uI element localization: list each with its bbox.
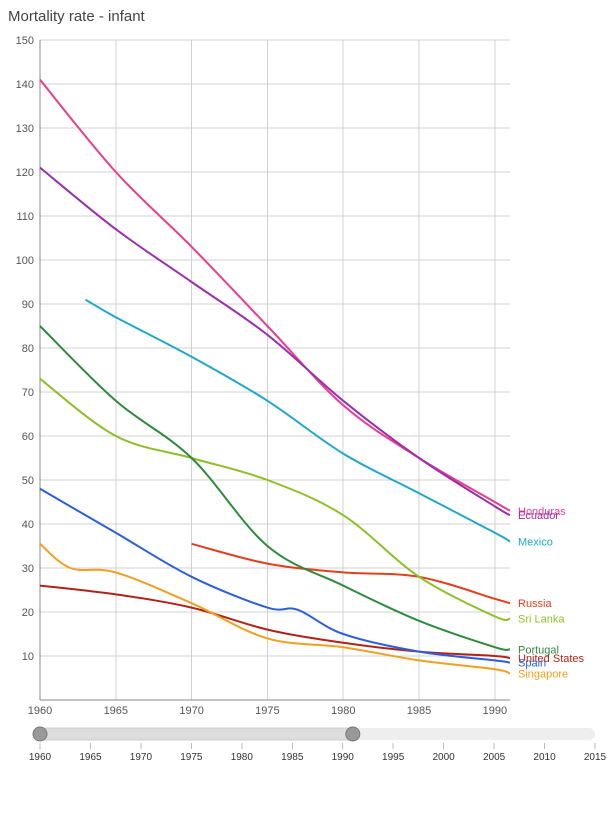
- series-label: Russia: [518, 598, 553, 610]
- y-tick-label: 50: [22, 475, 34, 487]
- timeline-tick-label: 1985: [281, 752, 304, 763]
- series-portugal: [40, 326, 510, 650]
- series-label: Singapore: [518, 669, 568, 681]
- timeline-tick-label: 2005: [483, 752, 506, 763]
- y-tick-label: 20: [22, 607, 34, 619]
- y-tick-label: 150: [16, 35, 34, 47]
- x-tick-label: 1965: [104, 705, 128, 717]
- series-mexico: [85, 300, 510, 542]
- y-tick-label: 120: [16, 167, 34, 179]
- y-tick-label: 10: [22, 651, 34, 663]
- y-tick-label: 70: [22, 387, 34, 399]
- timeline-handle-end[interactable]: [346, 727, 360, 741]
- timeline-tick-label: 2015: [584, 752, 607, 763]
- y-tick-label: 30: [22, 563, 34, 575]
- timeline-handle-start[interactable]: [33, 727, 47, 741]
- y-tick-label: 60: [22, 431, 34, 443]
- series-spain: [40, 489, 510, 663]
- series-united-states: [40, 586, 510, 659]
- y-tick-label: 80: [22, 343, 34, 355]
- timeline-tick-label: 1975: [180, 752, 203, 763]
- x-tick-label: 1980: [331, 705, 355, 717]
- series-ecuador: [40, 168, 510, 516]
- y-tick-label: 40: [22, 519, 34, 531]
- page-title: Mortality rate - infant: [8, 8, 145, 25]
- chart-svg: 10 20 30 40 50 60 70 80 90 100 110 120 130 140 150 1960…: [0, 0, 613, 814]
- series-russia: [192, 544, 510, 603]
- y-tick-label: 110: [16, 211, 34, 223]
- timeline-tick-label: 1965: [79, 752, 102, 763]
- timeline-tick-label: 1960: [29, 752, 52, 763]
- timeline-tick-label: 2000: [433, 752, 456, 763]
- series-honduras: [40, 80, 510, 511]
- timeline-tick-label: 1990: [332, 752, 355, 763]
- series-label: Ecuador: [518, 510, 559, 522]
- y-tick-label: 90: [22, 299, 34, 311]
- x-tick-label: 1970: [179, 705, 203, 717]
- y-tick-label: 140: [16, 79, 34, 91]
- timeline-tick-label: 1995: [382, 752, 405, 763]
- y-tick-label: 130: [16, 123, 34, 135]
- series-label: Sri Lanka: [518, 614, 565, 626]
- x-tick-label: 1960: [28, 705, 52, 717]
- timeline-tick-label: 1970: [130, 752, 153, 763]
- series-label: Mexico: [518, 537, 553, 549]
- x-tick-label: 1990: [483, 705, 507, 717]
- x-tick-label: 1985: [407, 705, 431, 717]
- timeline-tick-label: 1980: [231, 752, 254, 763]
- y-tick-label: 100: [16, 255, 34, 267]
- timeline-tick-label: 2010: [533, 752, 556, 763]
- x-tick-label: 1975: [255, 705, 279, 717]
- timeline-slider[interactable]: 1960 1965 1970 1975 1980 1985 1990 1995 2000 2005…: [29, 727, 607, 763]
- series-sri-lanka: [40, 379, 510, 620]
